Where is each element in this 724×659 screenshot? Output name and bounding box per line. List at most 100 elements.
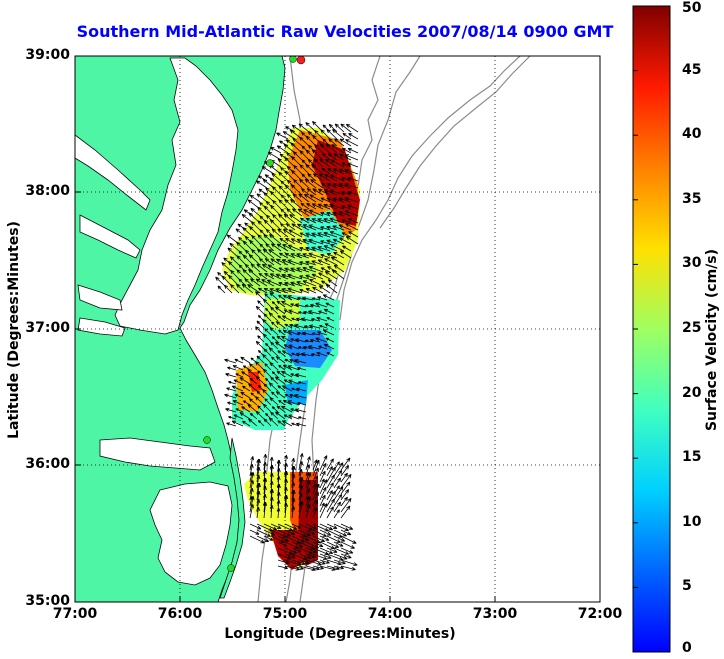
velocity-arrow [281, 405, 293, 413]
velocity-arrow [325, 302, 335, 308]
velocity-arrow [284, 547, 298, 554]
axis-ticks [75, 191, 496, 602]
velocity-arrow [299, 232, 310, 238]
velocity-arrow [291, 559, 306, 565]
velocity-arrow [242, 227, 254, 238]
velocity-arrow [275, 288, 289, 294]
pamlico-sound [149, 481, 233, 586]
velocity-arrow [276, 507, 281, 519]
velocity-arrow [326, 466, 333, 477]
velocity-arrow [301, 317, 314, 322]
velocity-arrow [334, 138, 345, 147]
velocity-arrow [256, 390, 265, 399]
velocity-arrow [257, 287, 268, 294]
velocity-arrow [299, 136, 310, 147]
velocity-arrow [312, 188, 324, 196]
velocity-arrow [248, 398, 258, 406]
velocity-arrow [262, 333, 272, 343]
velocity-arrow [256, 466, 261, 483]
velocity-arrow [325, 283, 338, 294]
velocity-arrow [265, 243, 275, 252]
velocity-arrow [269, 472, 274, 489]
velocity-arrow [288, 309, 300, 315]
velocity-arrow [299, 275, 310, 280]
velocity-arrow [284, 502, 289, 519]
velocity-arrow [235, 228, 247, 238]
velocity-arrow [319, 559, 330, 564]
velocity-arrow [333, 523, 349, 531]
velocity-arrow [319, 494, 326, 507]
velocity-arrow [340, 565, 356, 571]
chart-title: Southern Mid-Atlantic Raw Velocities 200… [76, 22, 614, 41]
velocity-arrow [263, 205, 275, 217]
velocity-arrow [303, 193, 317, 203]
velocity-arrow [326, 225, 338, 231]
velocity-arrow [261, 279, 275, 287]
velocity-arrow [275, 321, 286, 329]
velocity-arrow [299, 261, 310, 266]
velocity-arrow [340, 535, 357, 544]
velocity-arrow [323, 245, 338, 252]
velocity-arrow [291, 223, 303, 231]
velocity-arrow [298, 547, 314, 555]
velocity-arrow [277, 420, 286, 427]
velocity-arrow [341, 177, 352, 182]
velocity-arrow [278, 185, 289, 196]
velocity-arrow [278, 364, 286, 371]
velocity-arrow [289, 214, 303, 224]
velocity-arrow [294, 324, 307, 329]
velocity-arrow [236, 283, 247, 294]
velocity-arrow [309, 194, 324, 203]
velocity-arrow [287, 365, 300, 371]
colorbar-label: Surface Velocity (cm/s) [704, 248, 720, 432]
velocity-arrow [298, 416, 307, 420]
velocity-arrow [326, 506, 334, 519]
velocity-arrow [326, 466, 336, 483]
velocity-arrow [305, 122, 317, 133]
velocity-arrow [290, 267, 303, 273]
velocity-arrow [312, 535, 326, 543]
velocity-arrow [308, 266, 324, 273]
velocity-arrow [263, 313, 272, 322]
velocity-arrow [256, 482, 261, 501]
velocity-arrow [244, 278, 254, 287]
velocity-arrow [338, 168, 352, 175]
velocity-arrow [270, 146, 282, 154]
velocity-arrow [298, 559, 310, 565]
velocity-arrow [277, 385, 286, 392]
velocity-arrow [340, 481, 351, 495]
velocity-arrow [298, 553, 312, 560]
xtick-label: 73:00 [472, 606, 518, 622]
velocity-arrow [270, 341, 279, 350]
velocity-arrow [278, 267, 289, 273]
velocity-arrow [296, 267, 310, 273]
velocity-arrow [301, 188, 310, 196]
velocity-arrow [242, 240, 254, 252]
velocity-arrow [257, 335, 265, 343]
velocity-arrow [249, 472, 255, 489]
velocity-arrow [242, 269, 254, 280]
velocity-arrow [319, 503, 328, 519]
velocity-arrow [320, 182, 331, 189]
velocity-arrow [340, 529, 352, 536]
velocity-arrow [292, 208, 303, 217]
velocity-arrow [312, 559, 326, 565]
velocity-arrow [326, 458, 334, 471]
velocity-arrow [257, 300, 265, 308]
velocity-arrow [308, 252, 324, 259]
xtick-label: 72:00 [577, 606, 623, 622]
velocity-arrow [298, 523, 313, 531]
velocity-arrow [263, 529, 276, 536]
velocity-arrow [247, 368, 258, 378]
velocity-arrow [341, 147, 352, 154]
velocity-arrow [249, 194, 261, 203]
velocity-arrow [298, 477, 304, 495]
velocity-arrow [276, 243, 289, 252]
velocity-arrow [269, 234, 282, 245]
velocity-arrow [250, 207, 261, 217]
velocity-arrow [255, 375, 265, 385]
velocity-arrow [284, 281, 296, 287]
velocity-arrow [345, 223, 359, 231]
velocity-arrow [263, 348, 272, 357]
velocity-arrow [298, 311, 307, 315]
